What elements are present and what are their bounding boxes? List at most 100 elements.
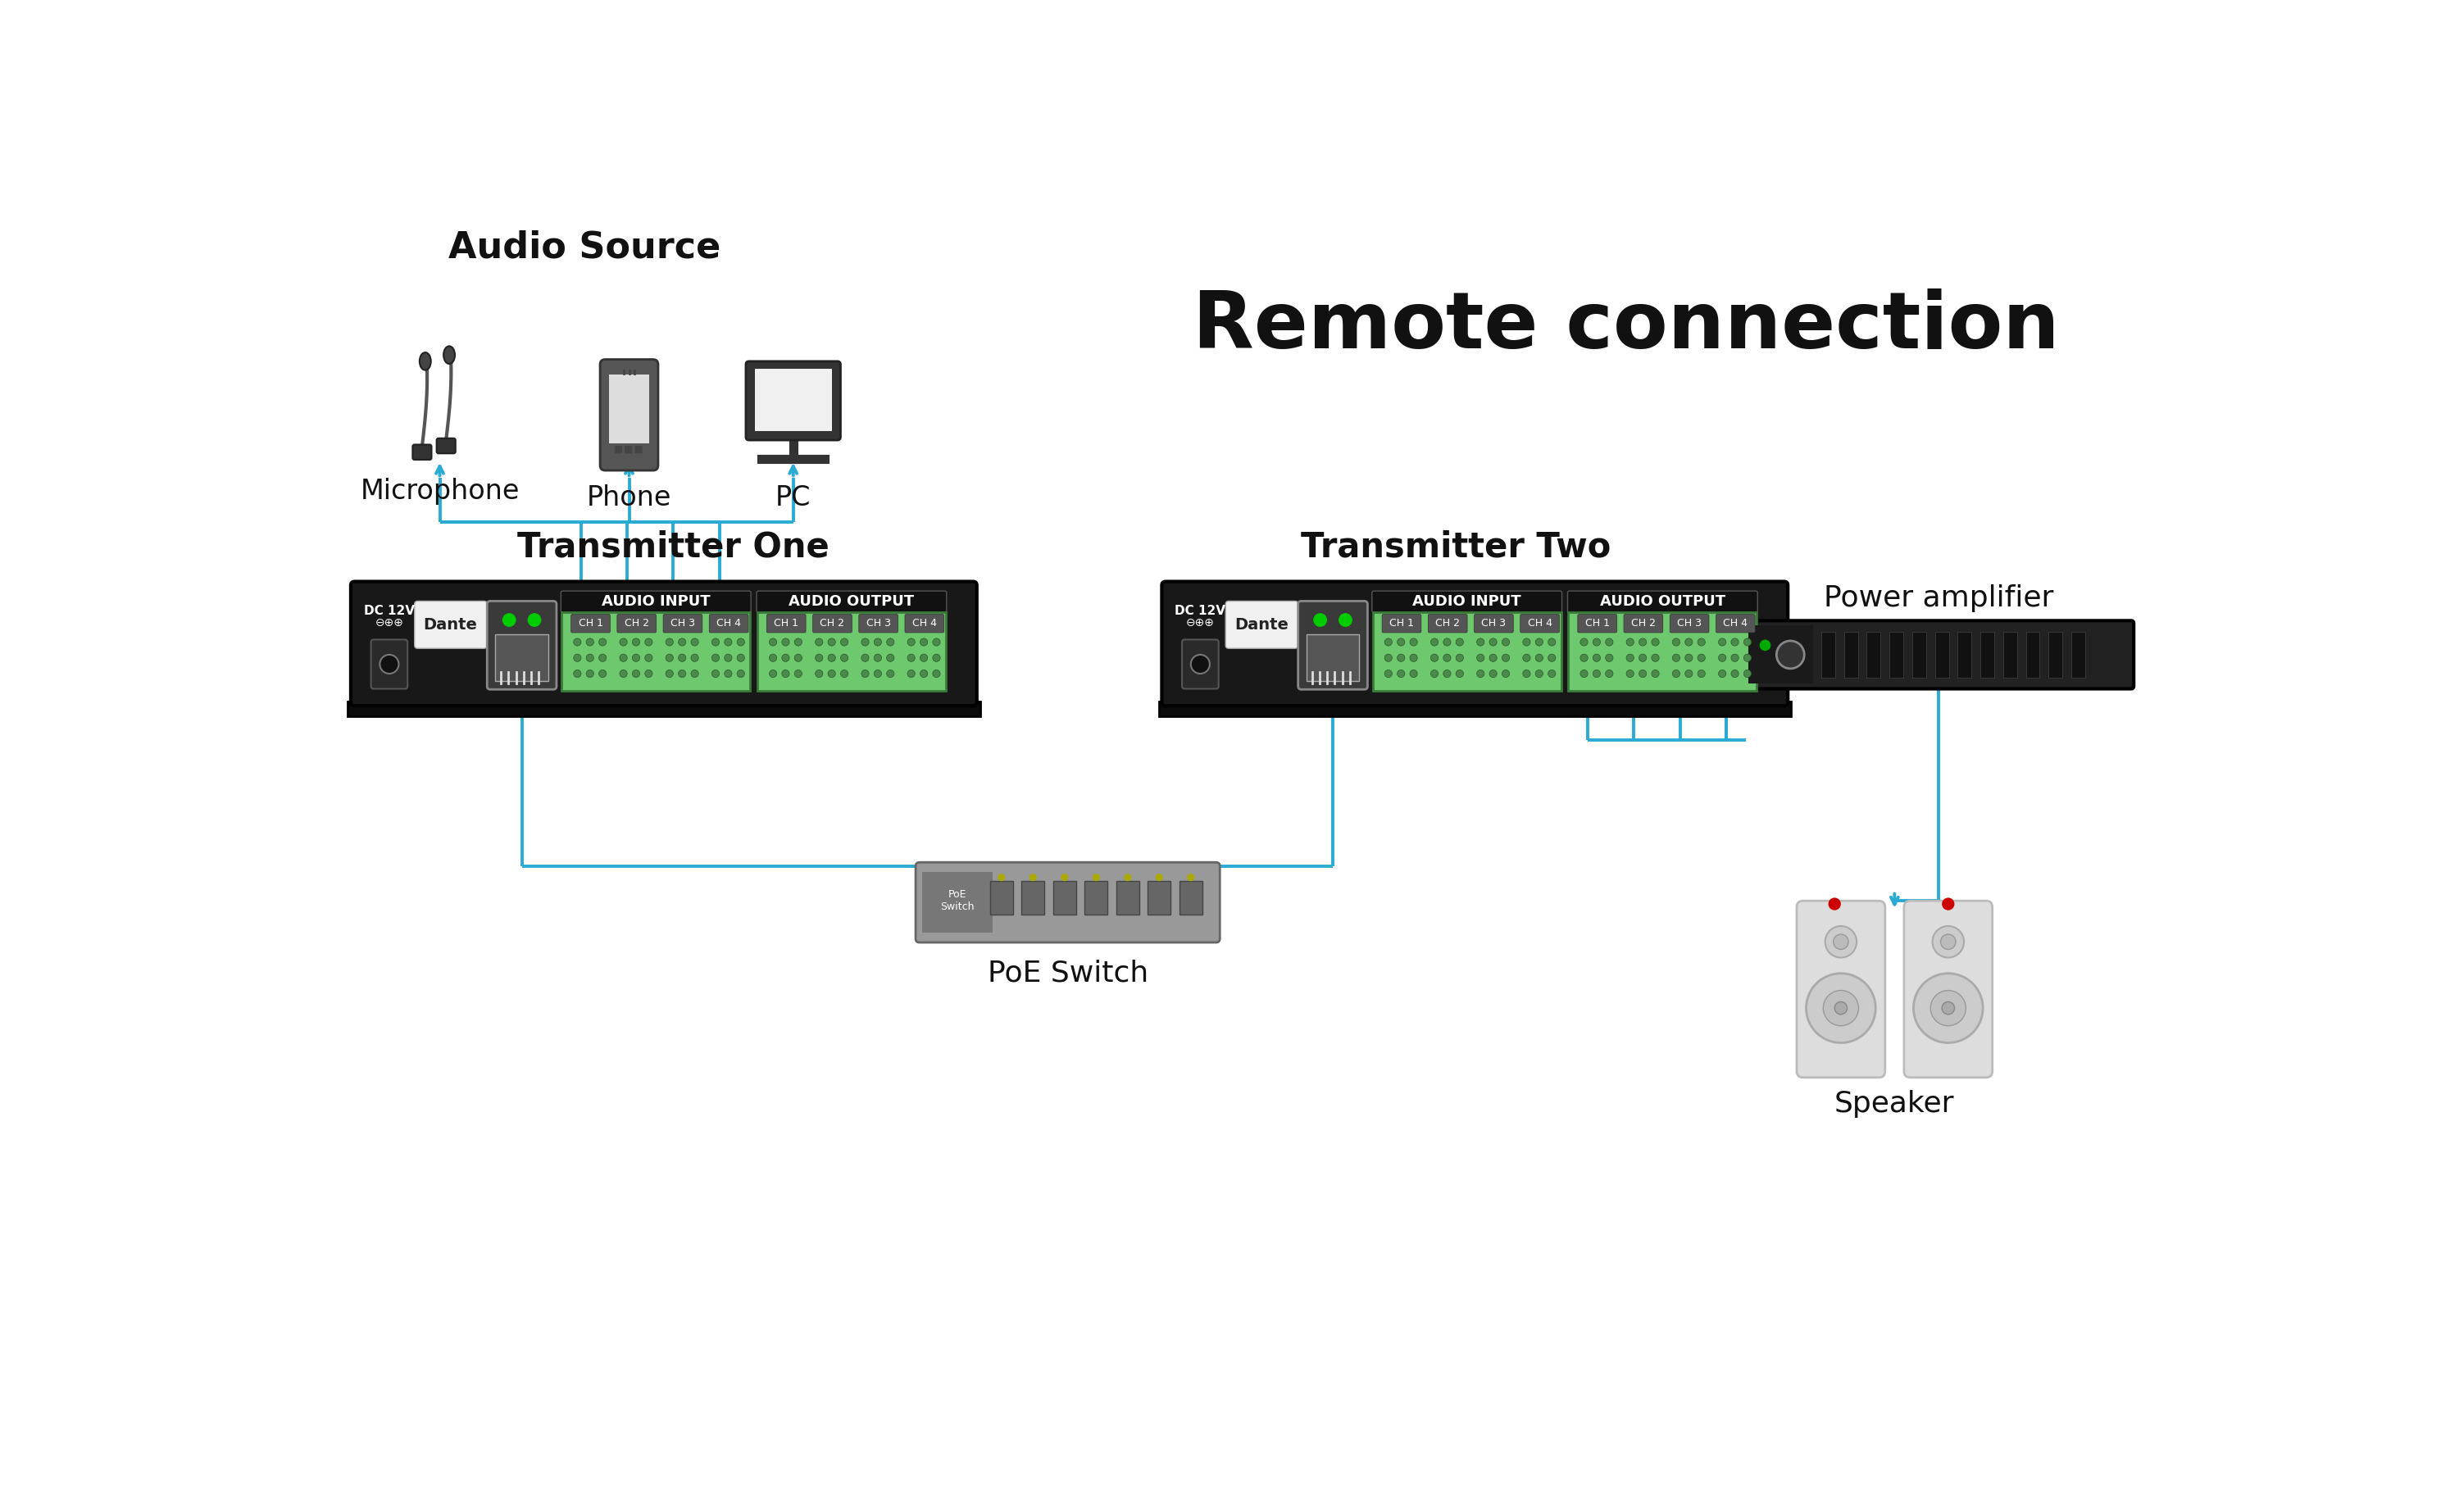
Circle shape [1625, 670, 1633, 677]
Circle shape [1534, 670, 1542, 677]
Circle shape [573, 638, 580, 646]
Circle shape [782, 638, 789, 646]
Circle shape [632, 638, 639, 646]
Circle shape [1593, 670, 1601, 677]
Circle shape [1606, 670, 1613, 677]
Text: CH 4: CH 4 [1724, 618, 1748, 629]
Circle shape [725, 670, 733, 677]
Circle shape [770, 638, 777, 646]
FancyBboxPatch shape [1716, 614, 1756, 632]
Circle shape [1549, 655, 1557, 662]
Circle shape [873, 655, 880, 662]
FancyBboxPatch shape [347, 702, 981, 717]
Circle shape [1409, 655, 1416, 662]
Circle shape [770, 655, 777, 662]
Circle shape [920, 670, 927, 677]
Text: AUDIO OUTPUT: AUDIO OUTPUT [789, 594, 915, 609]
Text: CH 1: CH 1 [1586, 618, 1611, 629]
Circle shape [1652, 670, 1660, 677]
FancyBboxPatch shape [1957, 632, 1972, 677]
Circle shape [1062, 874, 1067, 880]
Circle shape [1697, 655, 1704, 662]
Circle shape [725, 638, 733, 646]
Circle shape [1456, 655, 1463, 662]
Circle shape [1581, 655, 1589, 662]
Circle shape [632, 655, 639, 662]
Ellipse shape [443, 346, 455, 364]
Circle shape [770, 670, 777, 677]
Text: Microphone: Microphone [359, 478, 519, 505]
Circle shape [1490, 655, 1498, 662]
FancyBboxPatch shape [625, 446, 632, 454]
FancyBboxPatch shape [1020, 880, 1045, 915]
Circle shape [1397, 638, 1404, 646]
Circle shape [1825, 925, 1857, 957]
Circle shape [829, 655, 836, 662]
Circle shape [1652, 638, 1660, 646]
Circle shape [1431, 638, 1439, 646]
Circle shape [1943, 898, 1955, 910]
Circle shape [1549, 670, 1557, 677]
Circle shape [1672, 655, 1679, 662]
Circle shape [841, 655, 848, 662]
FancyBboxPatch shape [615, 446, 622, 454]
Circle shape [1834, 1002, 1847, 1015]
Circle shape [1384, 670, 1392, 677]
Circle shape [644, 670, 652, 677]
Circle shape [1522, 655, 1529, 662]
Circle shape [644, 638, 652, 646]
Text: Phone: Phone [588, 484, 671, 511]
FancyBboxPatch shape [1298, 602, 1367, 689]
FancyBboxPatch shape [1382, 614, 1421, 632]
FancyBboxPatch shape [416, 602, 487, 649]
Circle shape [1456, 638, 1463, 646]
Circle shape [1581, 670, 1589, 677]
Circle shape [1834, 934, 1849, 950]
Circle shape [711, 670, 720, 677]
Text: Remote connection: Remote connection [1193, 289, 2061, 364]
Text: CH 3: CH 3 [1677, 618, 1702, 629]
Text: Transmitter Two: Transmitter Two [1301, 531, 1611, 564]
FancyBboxPatch shape [858, 614, 898, 632]
Circle shape [1502, 670, 1510, 677]
Circle shape [888, 655, 895, 662]
Circle shape [1522, 670, 1529, 677]
Circle shape [1384, 655, 1392, 662]
FancyBboxPatch shape [2026, 632, 2039, 677]
Circle shape [816, 638, 824, 646]
Circle shape [600, 655, 607, 662]
Circle shape [1761, 640, 1770, 650]
Circle shape [782, 655, 789, 662]
FancyBboxPatch shape [1743, 620, 2134, 689]
FancyBboxPatch shape [1566, 591, 1758, 612]
FancyBboxPatch shape [487, 602, 556, 689]
Circle shape [932, 655, 939, 662]
FancyBboxPatch shape [1158, 702, 1790, 717]
Text: AUDIO INPUT: AUDIO INPUT [1411, 594, 1522, 609]
Circle shape [502, 614, 516, 626]
Circle shape [620, 638, 627, 646]
FancyBboxPatch shape [1520, 614, 1559, 632]
Text: CH 3: CH 3 [866, 618, 890, 629]
Text: CH 2: CH 2 [819, 618, 843, 629]
Circle shape [1943, 1002, 1955, 1015]
FancyBboxPatch shape [1052, 880, 1077, 915]
FancyBboxPatch shape [1148, 880, 1170, 915]
Circle shape [1313, 614, 1325, 626]
Circle shape [1697, 670, 1704, 677]
Circle shape [691, 655, 698, 662]
FancyBboxPatch shape [570, 614, 610, 632]
Circle shape [841, 670, 848, 677]
Circle shape [861, 638, 868, 646]
Circle shape [907, 655, 915, 662]
FancyBboxPatch shape [922, 872, 993, 933]
Text: Dante: Dante [1234, 617, 1289, 634]
Circle shape [829, 638, 836, 646]
Text: PoE Switch: PoE Switch [989, 959, 1148, 987]
Circle shape [998, 874, 1006, 880]
Circle shape [888, 638, 895, 646]
Text: CH 4: CH 4 [912, 618, 937, 629]
Circle shape [1640, 638, 1648, 646]
Text: CH 1: CH 1 [775, 618, 799, 629]
Text: CH 3: CH 3 [671, 618, 696, 629]
